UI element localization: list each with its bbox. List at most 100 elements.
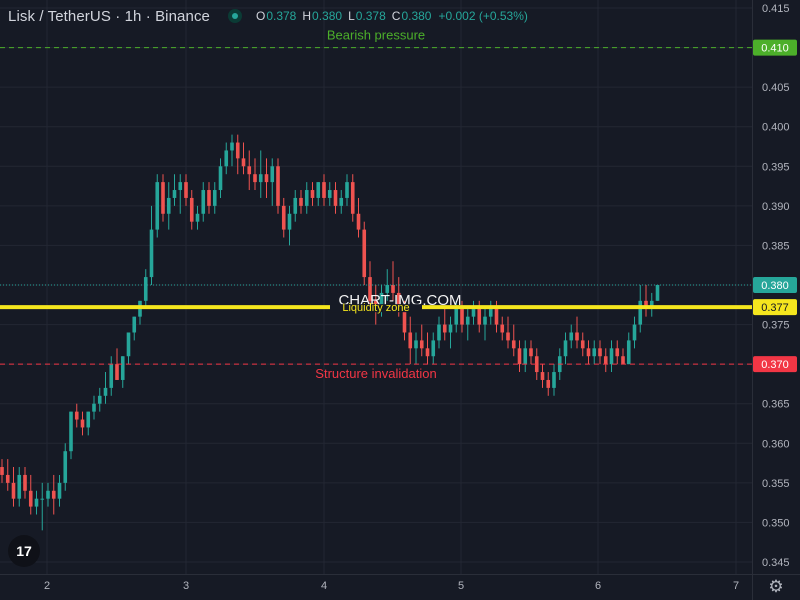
candle-body (253, 174, 257, 183)
candle-body (74, 411, 79, 420)
market-status-icon (227, 9, 242, 23)
x-tick-label: 3 (183, 580, 189, 592)
x-tick-label: 5 (458, 580, 464, 592)
candle-body (546, 379, 551, 388)
candle-body (103, 387, 108, 396)
candle-body (40, 498, 45, 500)
candle-body (592, 348, 597, 357)
candle-body (586, 348, 591, 357)
candle-body (563, 340, 568, 357)
candle-body (166, 197, 171, 214)
candle-body (655, 285, 660, 301)
price-axis-badge (753, 356, 797, 373)
candle-body (419, 340, 424, 349)
candle-body (23, 474, 27, 491)
candle-body (448, 324, 453, 333)
symbol-title[interactable]: Lisk / TetherUS · 1h · Binance (8, 7, 210, 25)
candle-body (385, 285, 390, 293)
candle-body (310, 190, 315, 198)
low-value: 0.378 (355, 9, 386, 23)
candle-body (356, 213, 361, 230)
candle-body (86, 411, 91, 428)
candle-body (57, 482, 62, 499)
candle-body (195, 213, 200, 222)
candle-body (235, 142, 240, 159)
candle-body (609, 348, 614, 365)
candle-body (454, 308, 459, 325)
price-axis-badge (753, 277, 797, 293)
candle-body (299, 197, 303, 206)
tradingview-logo-icon[interactable]: 17 (8, 535, 40, 567)
candle-body (218, 166, 223, 191)
close-key: C (391, 9, 401, 23)
candle-body (241, 158, 246, 167)
open-value: 0.378 (266, 9, 297, 23)
candle-body (632, 324, 637, 341)
x-tick-label: 2 (44, 580, 50, 592)
candle-body (276, 166, 280, 206)
high-value: 0.380 (312, 9, 343, 23)
y-tick-label: 0.360 (762, 438, 790, 450)
price-axis-badge (753, 299, 797, 316)
chart-header: Lisk / TetherUS · 1h · Binance O0.378 H0… (8, 6, 528, 26)
candle-body (155, 182, 160, 230)
candle-body (34, 498, 39, 507)
price-axis-badge (753, 39, 797, 56)
structure-invalidation-label: Structure invalidation (315, 366, 436, 381)
candle-body (224, 150, 229, 167)
candle-body (258, 174, 263, 183)
close-value: 0.380 (401, 9, 432, 23)
y-tick-label: 0.415 (762, 3, 790, 15)
x-tick-label: 6 (595, 580, 601, 592)
candle-body (212, 190, 217, 206)
candle-body (333, 190, 338, 206)
candle-body (92, 403, 96, 412)
candle-body (569, 332, 574, 341)
candle-body (126, 332, 131, 357)
candle-body (339, 197, 344, 206)
candle-body (264, 174, 269, 183)
candle-body (132, 316, 137, 333)
y-tick-label: 0.365 (762, 399, 790, 411)
price-axis-badge-text: 0.410 (761, 43, 789, 55)
candle-body (11, 482, 16, 499)
y-tick-label: 0.395 (762, 161, 790, 173)
candle-body (189, 197, 194, 222)
y-tick-label: 0.345 (762, 557, 790, 569)
candle-body (178, 182, 183, 191)
candle-body (402, 308, 407, 333)
candle-body (534, 356, 539, 373)
candle-body (247, 166, 252, 175)
candle-body (391, 285, 395, 293)
candle-body (230, 142, 234, 151)
candle-body (51, 490, 56, 499)
change-value: +0.002 (+0.53%) (438, 9, 528, 23)
candle-body (201, 190, 206, 214)
y-tick-label: 0.405 (762, 82, 790, 94)
ohlc-readout: O0.378 H0.380 L0.378 C0.380 +0.002 (+0.5… (256, 9, 528, 23)
y-tick-label: 0.385 (762, 240, 790, 252)
candle-body (483, 316, 487, 325)
candle-body (506, 332, 510, 341)
x-tick-label: 7 (733, 580, 739, 592)
candle-body (396, 292, 401, 309)
candle-body (270, 166, 275, 183)
liquidity-zone-label: Liquidity zone (342, 302, 409, 314)
price-axis-badge-text: 0.380 (761, 280, 789, 292)
y-tick-label: 0.355 (762, 478, 790, 490)
candle-body (17, 474, 22, 499)
liquidity-label-bg (330, 304, 422, 313)
candle-body (63, 451, 68, 483)
candle-body (368, 277, 372, 301)
candle-body (109, 364, 114, 388)
candle-body (115, 364, 119, 380)
y-tick-label: 0.400 (762, 122, 790, 134)
candle-body (431, 340, 436, 357)
settings-gear-icon[interactable]: ⚙ (768, 577, 784, 596)
candle-body (603, 356, 608, 365)
candle-body (322, 182, 326, 198)
candle-body (471, 308, 476, 317)
candle-body (28, 490, 33, 507)
candle-body (161, 182, 165, 214)
